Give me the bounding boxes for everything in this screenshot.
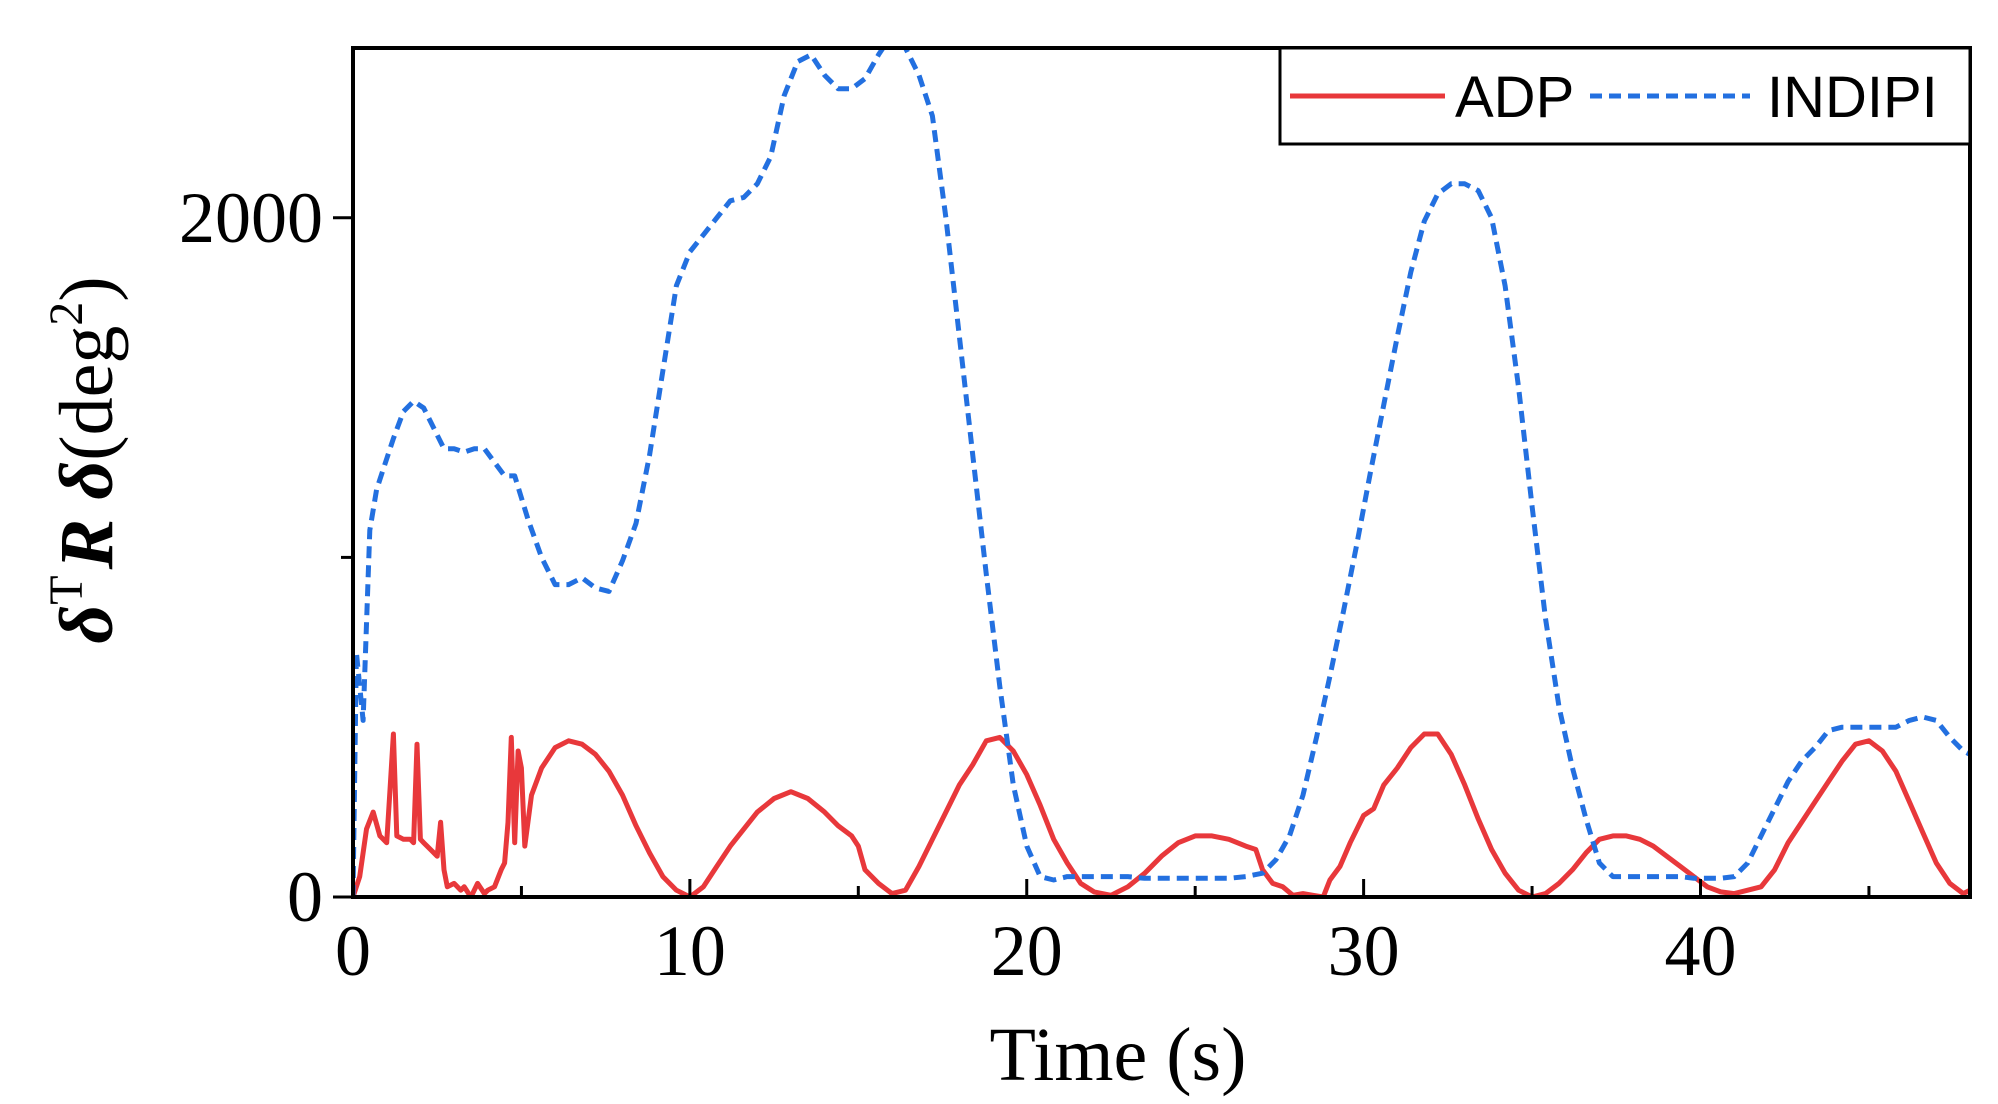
y-axis-unit-open: (deg (45, 326, 129, 461)
x-axis-title: Time (s) (990, 1013, 1247, 1097)
plot-lines (353, 48, 1970, 897)
axes (351, 46, 1972, 899)
legend: ADP INDIPI (1278, 46, 1972, 146)
y-axis-r: R (45, 519, 129, 571)
x-tick-label: 30 (1328, 911, 1400, 991)
y-axis-space (45, 500, 129, 519)
y-tick-label: 0 (287, 857, 323, 937)
series-line-adp (353, 731, 1970, 897)
x-tick-label: 40 (1665, 911, 1737, 991)
y-axis-delta2: δ (45, 461, 129, 500)
y-axis-superscript-t: T (40, 575, 93, 604)
y-axis-unit-close: ) (45, 276, 129, 301)
series-line-indipi (353, 48, 1970, 897)
x-tick-label: 20 (991, 911, 1063, 991)
y-tick-label: 2000 (179, 178, 323, 258)
legend-label-adp: ADP (1455, 65, 1574, 130)
legend-label-indipi: INDIPI (1767, 65, 1938, 130)
y-axis-delta: δ (45, 605, 129, 644)
y-axis-unit-exponent: 2 (40, 302, 93, 326)
x-tick-label: 0 (335, 911, 371, 991)
x-tick-label: 10 (654, 911, 726, 991)
y-axis-title: δTR δ(deg2) (40, 276, 129, 643)
ticks: 0 10 20 30 40 0 2000 (179, 178, 1871, 991)
plot-frame (351, 46, 1972, 899)
